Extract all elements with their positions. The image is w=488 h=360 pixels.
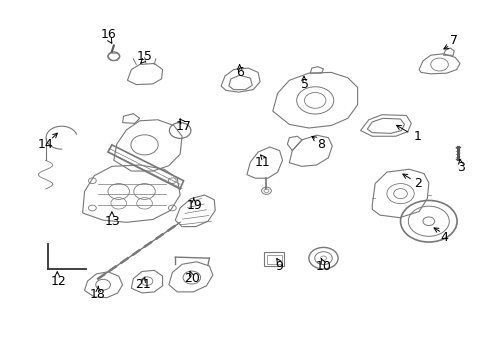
Text: 6: 6 <box>235 66 243 79</box>
Text: 2: 2 <box>413 177 421 190</box>
Text: 17: 17 <box>175 121 191 134</box>
Text: 14: 14 <box>38 138 53 150</box>
Text: 19: 19 <box>186 199 202 212</box>
Text: 12: 12 <box>50 275 66 288</box>
Bar <box>264 252 284 266</box>
Text: 21: 21 <box>135 278 151 291</box>
Text: 18: 18 <box>89 288 105 301</box>
Text: 7: 7 <box>449 34 457 48</box>
Text: 8: 8 <box>317 138 325 151</box>
Text: 16: 16 <box>101 28 117 41</box>
Text: 4: 4 <box>440 231 447 244</box>
Text: 15: 15 <box>136 50 152 63</box>
Text: 1: 1 <box>413 130 421 144</box>
Text: 3: 3 <box>457 161 465 174</box>
Text: 11: 11 <box>255 156 270 169</box>
Text: 9: 9 <box>275 260 283 273</box>
Bar <box>266 255 281 264</box>
Text: 10: 10 <box>315 260 331 273</box>
Text: 5: 5 <box>301 78 309 91</box>
Text: 20: 20 <box>183 272 200 285</box>
Text: 13: 13 <box>105 215 121 228</box>
